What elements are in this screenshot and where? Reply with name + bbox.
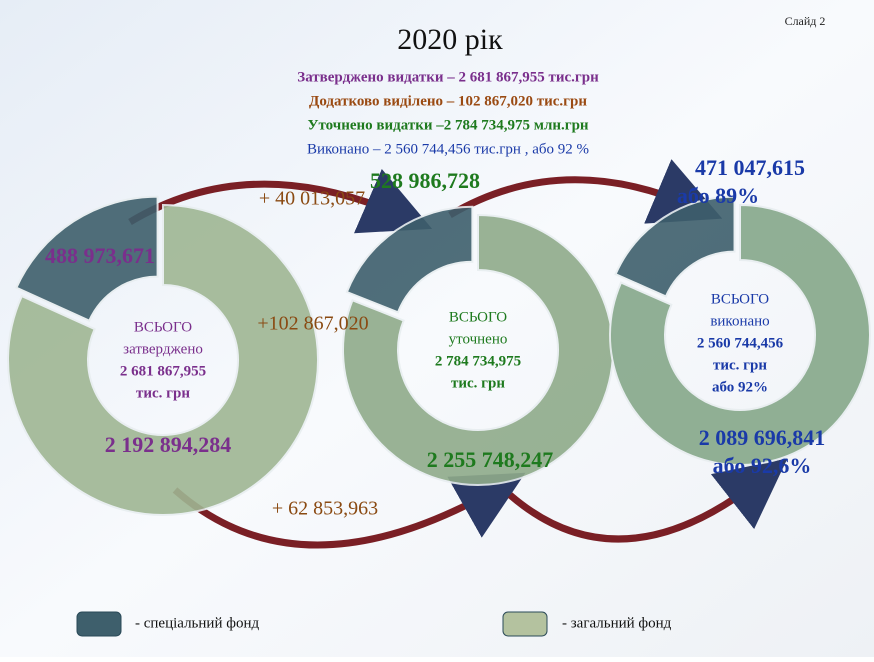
center-text: затверджено [123,341,203,357]
legend-swatch [77,612,121,636]
value-note: або 92,6% [713,453,812,478]
value-note: або 89% [677,183,759,208]
value-label: 528 986,728 [370,168,480,193]
transfer-label: +102 867,020 [257,313,368,335]
value-label: 488 973,671 [45,243,155,268]
center-text: ВСЬОГО [711,291,769,307]
slide: 2020 рік Слайд 2 Затверджено видатки – 2… [0,0,874,657]
center-text: 2 784 734,975 [435,353,521,369]
center-text: виконано [710,313,769,329]
value-label: 2 192 894,284 [105,432,232,457]
center-text: тис. грн [451,375,505,391]
summary-line: Затверджено видатки – 2 681 867,955 тис.… [297,69,599,85]
legend-label: - спеціальний фонд [135,615,259,631]
summary-line: Виконано – 2 560 744,456 тис.грн , або 9… [307,141,589,157]
value-label: 471 047,615 [695,155,805,180]
center-text: тис. грн [136,385,190,401]
summary-line: Додатково виділено – 102 867,020 тис.грн [309,93,587,109]
center-text: уточнено [449,331,508,347]
legend-swatch [503,612,547,636]
transfer-label: + 40 013,057 [259,188,365,210]
value-label: 2 255 748,247 [427,447,554,472]
transfer-label: + 62 853,963 [272,498,378,520]
title: 2020 рік [397,23,503,56]
center-text: 2 681 867,955 [120,363,206,379]
page: 2020 рік Слайд 2 Затверджено видатки – 2… [0,0,874,662]
center-text: або 92% [712,379,768,395]
center-text: ВСЬОГО [449,309,507,325]
legend-label: - загальний фонд [562,615,672,631]
summary-line: Уточнено видатки –2 784 734,975 млн.грн [307,117,588,133]
center-text: 2 560 744,456 [697,335,784,351]
value-label: 2 089 696,841 [699,425,826,450]
slide-number: Слайд 2 [785,14,826,28]
center-text: ВСЬОГО [134,319,192,335]
center-text: тис. грн [713,357,767,373]
